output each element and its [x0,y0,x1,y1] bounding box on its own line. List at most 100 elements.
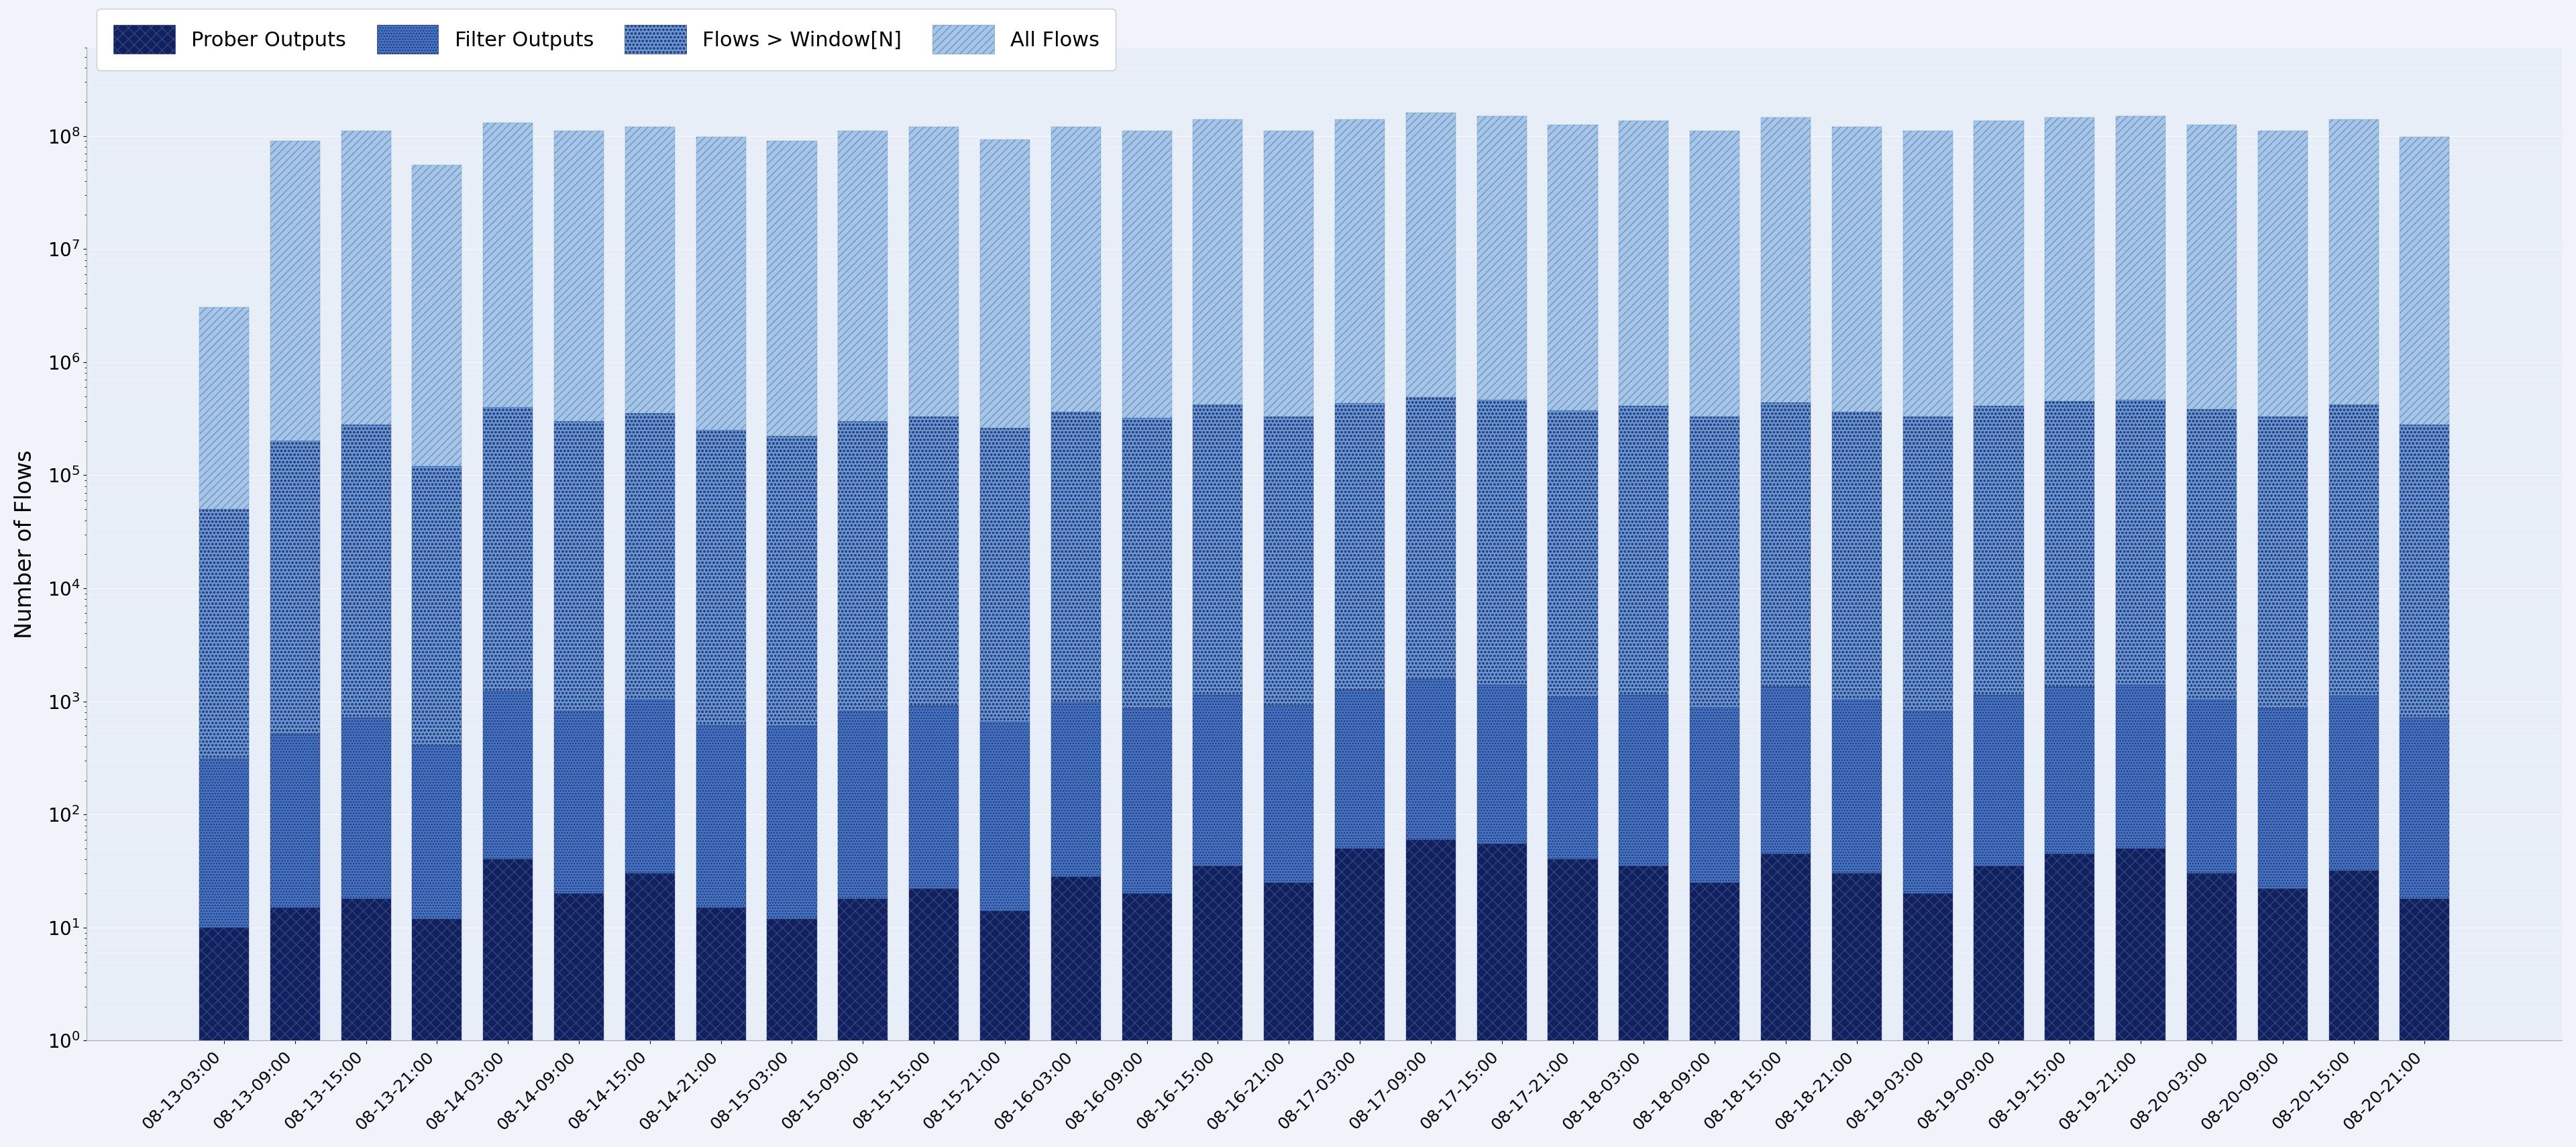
Bar [2329,695,2378,871]
Bar [1973,866,2025,1147]
Legend: Prober Outputs, Filter Outputs, Flows > Window[N], All Flows: Prober Outputs, Filter Outputs, Flows > … [98,8,1115,70]
Bar [979,721,1030,911]
Bar [1973,406,2025,695]
Bar [340,899,392,1147]
Bar [1690,882,1739,1147]
Bar [2187,874,2236,1147]
Bar [909,705,958,889]
Bar [1832,874,1880,1147]
Bar [1618,866,1669,1147]
Bar [1973,695,2025,866]
Bar [909,127,958,416]
Bar [1123,708,1172,894]
Bar [198,307,250,509]
Bar [1051,412,1100,702]
Bar [412,919,461,1147]
Bar [1406,397,1455,679]
Bar [1762,403,1811,687]
Bar [270,440,319,734]
Bar [1904,131,1953,416]
Bar [412,466,461,744]
Bar [2115,116,2166,400]
Bar [2401,718,2450,899]
Bar [979,911,1030,1147]
Bar [1832,127,1880,412]
Bar [2187,700,2236,874]
Bar [1265,416,1314,705]
Bar [626,127,675,414]
Bar [1973,120,2025,406]
Bar [768,141,817,436]
Bar [2115,400,2166,685]
Bar [1406,112,1455,397]
Bar [1051,702,1100,877]
Bar [1265,131,1314,416]
Y-axis label: Number of Flows: Number of Flows [13,450,36,639]
Bar [1265,882,1314,1147]
Bar [270,141,319,440]
Bar [554,711,603,894]
Bar [270,907,319,1147]
Bar [2045,117,2094,401]
Bar [198,509,250,759]
Bar [1904,711,1953,894]
Bar [340,718,392,899]
Bar [2187,125,2236,409]
Bar [484,859,533,1147]
Bar [2257,708,2308,889]
Bar [2257,416,2308,708]
Bar [2115,849,2166,1147]
Bar [554,894,603,1147]
Bar [626,414,675,700]
Bar [2401,424,2450,718]
Bar [1548,859,1597,1147]
Bar [1618,695,1669,866]
Bar [1832,700,1880,874]
Bar [626,874,675,1147]
Bar [198,759,250,928]
Bar [2045,687,2094,853]
Bar [1904,894,1953,1147]
Bar [1548,411,1597,697]
Bar [1762,853,1811,1147]
Bar [2329,405,2378,695]
Bar [484,123,533,407]
Bar [340,131,392,424]
Bar [768,436,817,726]
Bar [626,700,675,874]
Bar [979,428,1030,721]
Bar [412,165,461,466]
Bar [2115,685,2166,849]
Bar [1690,416,1739,708]
Bar [484,407,533,690]
Bar [1193,695,1242,866]
Bar [1406,679,1455,840]
Bar [1051,877,1100,1147]
Bar [1476,844,1528,1147]
Bar [1334,849,1386,1147]
Bar [412,744,461,919]
Bar [270,734,319,907]
Bar [1193,866,1242,1147]
Bar [1618,406,1669,695]
Bar [1618,120,1669,406]
Bar [1904,416,1953,711]
Bar [1123,418,1172,708]
Bar [1548,125,1597,411]
Bar [484,690,533,859]
Bar [1690,131,1739,416]
Bar [768,726,817,919]
Bar [1193,405,1242,695]
Bar [1265,705,1314,882]
Bar [1406,840,1455,1147]
Bar [1051,127,1100,412]
Bar [2257,131,2308,416]
Bar [837,131,889,421]
Bar [696,725,747,907]
Bar [1123,131,1172,418]
Bar [909,416,958,705]
Bar [1334,119,1386,404]
Bar [2401,899,2450,1147]
Bar [554,131,603,421]
Bar [2401,136,2450,424]
